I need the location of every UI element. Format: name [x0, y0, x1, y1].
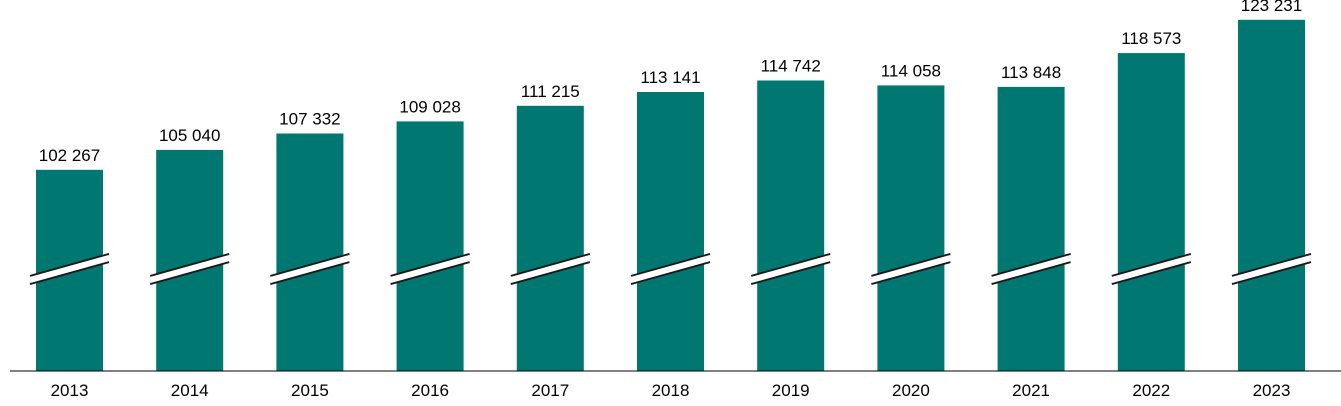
- x-tick-label-2020: 2020: [892, 381, 930, 400]
- axis-break-edge-top: [630, 253, 711, 277]
- axis-break-gap: [870, 255, 952, 283]
- bar-2018: [637, 92, 704, 371]
- bar-2016: [396, 121, 464, 372]
- axis-break-gap: [269, 255, 351, 283]
- axis-break-2017: [509, 253, 591, 285]
- data-label-2018: 113 141: [640, 68, 700, 87]
- axis-break-edge-bottom: [390, 261, 470, 285]
- axis-break-2020: [870, 253, 952, 285]
- data-label-2023: 123 231: [1241, 0, 1302, 15]
- data-label-2017: 111 215: [521, 82, 580, 101]
- axis-break-gap: [509, 255, 591, 283]
- axis-break-edge-top: [510, 253, 591, 277]
- axis-break-2018: [630, 253, 711, 285]
- bar-2021: [997, 86, 1065, 372]
- x-tick-label-2015: 2015: [291, 381, 329, 400]
- x-tick-labels-layer: 2013 2014 2015 2016 2017 2018 2019 2020 2021 2022…: [51, 381, 1291, 400]
- axis-break-gap: [29, 255, 110, 283]
- x-tick-label-2022: 2022: [1132, 381, 1170, 400]
- data-label-2019: 114 742: [761, 57, 821, 76]
- axis-break-edge-top: [750, 253, 831, 277]
- axis-break-edge-bottom: [29, 261, 110, 285]
- bars-layer: [36, 19, 1305, 372]
- axis-break-gap: [750, 255, 832, 283]
- x-tick-label-2018: 2018: [652, 381, 690, 400]
- axis-break-gap: [1110, 255, 1192, 283]
- data-label-2013: 102 267: [39, 146, 100, 165]
- bar-2019: [757, 80, 825, 371]
- bar-2015: [276, 133, 344, 371]
- axis-break-gap: [149, 255, 231, 283]
- axis-break-2019: [750, 253, 832, 285]
- axis-break-edge-top: [390, 253, 470, 277]
- x-tick-label-2021: 2021: [1012, 381, 1050, 400]
- x-tick-label-2019: 2019: [772, 381, 810, 400]
- axis-break-layer: [29, 253, 1312, 285]
- data-label-2022: 118 573: [1121, 29, 1181, 48]
- axis-break-gap: [630, 255, 711, 283]
- axis-break-2016: [389, 253, 471, 285]
- data-label-2016: 109 028: [399, 97, 460, 116]
- bar-2017: [516, 105, 584, 372]
- bar-2023: [1238, 19, 1305, 372]
- axis-break-edge-top: [1111, 253, 1192, 277]
- axis-break-edge-top: [270, 253, 350, 277]
- axis-break-edge-bottom: [630, 261, 711, 285]
- axis-break-edge-bottom: [1231, 261, 1312, 285]
- axis-break-2022: [1110, 253, 1192, 285]
- x-tick-label-2023: 2023: [1253, 381, 1291, 400]
- axis-break-gap: [389, 255, 471, 283]
- x-tick-label-2017: 2017: [531, 381, 569, 400]
- axis-break-2023: [1231, 253, 1312, 285]
- value-labels-layer: 102 267 105 040 107 332 109 028 111 215 113 1…: [39, 0, 1302, 165]
- bar-2022: [1117, 53, 1185, 371]
- axis-break-gap: [990, 255, 1072, 283]
- axis-break-edge-bottom: [1111, 261, 1192, 285]
- axis-break-edge-top: [149, 253, 230, 277]
- axis-break-2021: [990, 253, 1072, 285]
- axis-break-edge-bottom: [149, 261, 230, 285]
- data-label-2021: 113 848: [1001, 63, 1061, 82]
- axis-break-edge-bottom: [871, 261, 951, 285]
- axis-break-edge-bottom: [991, 261, 1071, 285]
- axis-break-2015: [269, 253, 351, 285]
- axis-break-edge-bottom: [750, 261, 831, 285]
- x-tick-label-2013: 2013: [51, 381, 89, 400]
- axis-break-edge-top: [871, 253, 951, 277]
- bar-2020: [877, 85, 945, 372]
- axis-break-edge-top: [29, 253, 110, 277]
- data-label-2014: 105 040: [159, 126, 220, 145]
- axis-break-edge-top: [1231, 253, 1312, 277]
- x-tick-label-2014: 2014: [171, 381, 209, 400]
- data-label-2020: 114 058: [881, 61, 941, 80]
- axis-break-edge-top: [991, 253, 1071, 277]
- axis-break-gap: [1231, 255, 1312, 283]
- axis-break-2013: [29, 253, 110, 285]
- axis-break-edge-bottom: [270, 261, 350, 285]
- axis-break-2014: [149, 253, 231, 285]
- axis-break-edge-bottom: [510, 261, 591, 285]
- x-tick-label-2016: 2016: [411, 381, 449, 400]
- data-label-2015: 107 332: [279, 110, 340, 129]
